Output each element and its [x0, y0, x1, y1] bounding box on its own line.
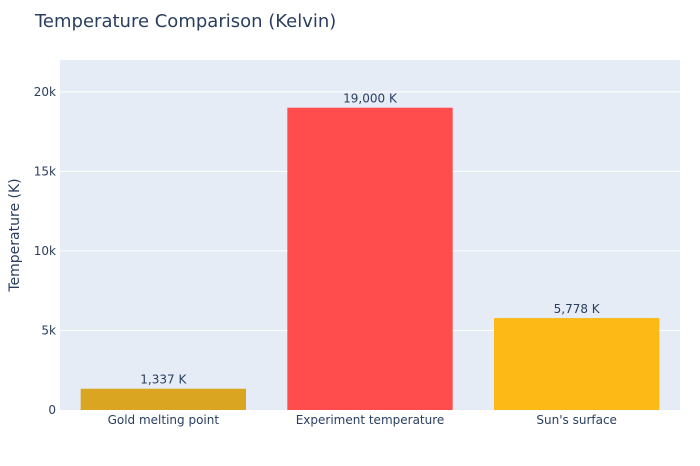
- y-tick-labels: 0 5k 10k 15k 20k: [34, 85, 56, 417]
- bar: [287, 107, 453, 411]
- data-label: 1,337 K: [140, 373, 187, 387]
- bars: [80, 107, 660, 411]
- y-tick-label: 0: [48, 403, 56, 417]
- data-label: 5,778 K: [554, 302, 601, 316]
- y-tick-label: 5k: [41, 323, 56, 337]
- data-label: 19,000 K: [343, 92, 398, 106]
- bar: [494, 318, 660, 410]
- x-tick-label: Gold melting point: [108, 413, 220, 427]
- bar: [80, 388, 247, 410]
- y-axis-label: Temperature (K): [7, 178, 23, 292]
- y-tick-label: 10k: [34, 244, 56, 258]
- x-tick-label: Sun's surface: [536, 413, 617, 427]
- data-labels: 1,337 K 19,000 K 5,778 K: [140, 92, 601, 387]
- x-tick-labels: Gold melting point Experiment temperature…: [108, 413, 617, 427]
- x-tick-label: Experiment temperature: [296, 413, 445, 427]
- y-tick-label: 15k: [34, 164, 56, 178]
- y-tick-label: 20k: [34, 85, 56, 99]
- chart-title: Temperature Comparison (Kelvin): [35, 11, 337, 32]
